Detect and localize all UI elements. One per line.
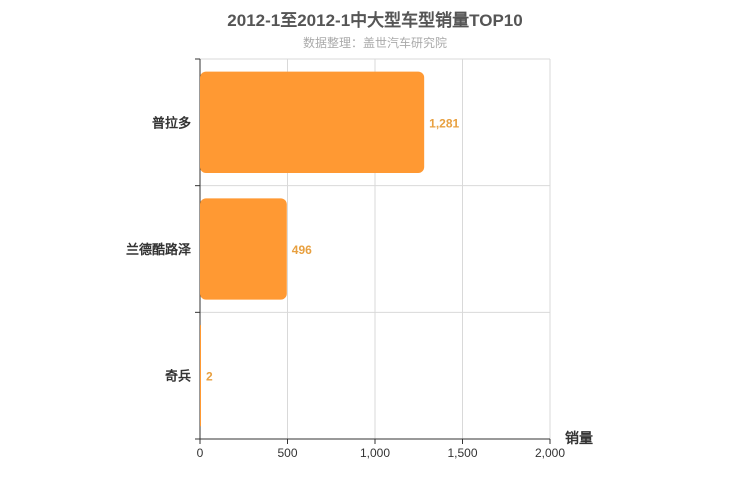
category-label: 普拉多 [152,115,191,130]
category-label: 奇兵 [165,369,191,384]
data-label: 1,281 [429,116,459,130]
x-tick-label: 0 [197,446,204,460]
x-tick-label: 500 [277,446,297,460]
x-tick-label: 1,000 [360,446,390,460]
bar [200,71,425,173]
x-axis-title: 销量 [565,430,593,446]
bar [200,198,287,300]
chart-subtitle: 数据整理：盖世汽车研究院 [302,36,447,50]
chart-title: 2012-1至2012-1中大型车型销量TOP10 [227,11,523,30]
category-label: 兰德酷路泽 [126,242,192,257]
x-tick-label: 2,000 [535,446,565,460]
data-label: 2 [206,370,213,384]
bar [200,325,201,427]
data-label: 496 [292,243,312,257]
x-tick-label: 1,500 [447,446,477,460]
